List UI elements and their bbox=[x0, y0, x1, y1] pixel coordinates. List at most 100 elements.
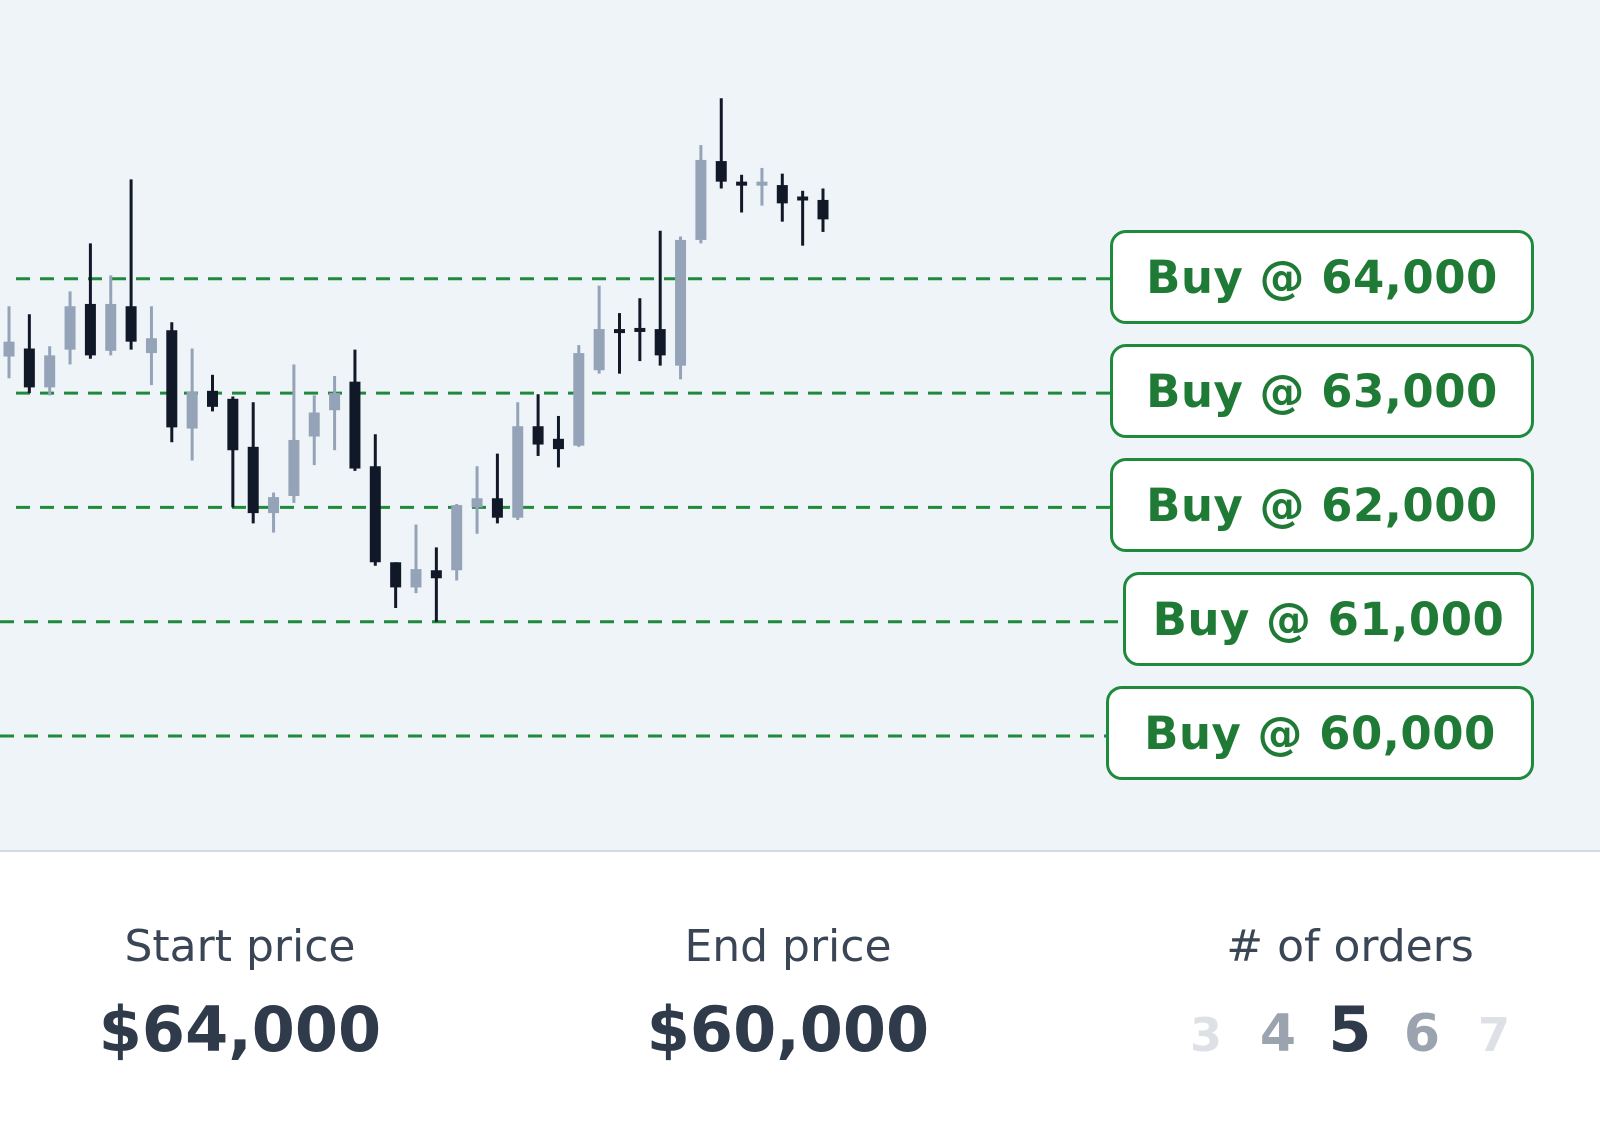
candle-29 bbox=[593, 285, 605, 374]
candle-body bbox=[145, 338, 157, 354]
candle-body bbox=[430, 570, 442, 579]
candle-body bbox=[410, 569, 422, 588]
candle-body bbox=[451, 505, 463, 571]
candle-body bbox=[64, 306, 76, 350]
candle-25 bbox=[512, 402, 524, 520]
candle-2 bbox=[44, 346, 56, 396]
candle-20 bbox=[410, 524, 422, 594]
order-label-62000[interactable]: Buy @ 62,000 bbox=[1110, 458, 1534, 552]
candle-body bbox=[247, 446, 259, 514]
candle-body bbox=[614, 329, 625, 334]
candle-body bbox=[593, 329, 605, 371]
order-option-4[interactable]: 4 bbox=[1259, 1004, 1297, 1064]
candle-39 bbox=[797, 190, 809, 246]
candle-body bbox=[207, 390, 218, 407]
candle-body bbox=[797, 196, 809, 201]
candle-23 bbox=[471, 466, 483, 534]
candle-10 bbox=[207, 374, 218, 412]
candle-body bbox=[573, 353, 585, 446]
candle-21 bbox=[430, 547, 442, 622]
candle-22 bbox=[451, 503, 463, 581]
candle-17 bbox=[349, 349, 361, 471]
candle-11 bbox=[227, 396, 239, 508]
candle-37 bbox=[756, 167, 768, 206]
end-price-block: End price $60,000 bbox=[608, 925, 968, 1061]
candle-body bbox=[329, 393, 341, 411]
candle-27 bbox=[552, 415, 564, 468]
candle-body bbox=[390, 562, 402, 588]
order-label-60000[interactable]: Buy @ 60,000 bbox=[1106, 686, 1534, 780]
start-price-label: Start price bbox=[124, 921, 356, 972]
candle-body bbox=[634, 327, 646, 332]
candle-body bbox=[491, 498, 503, 518]
candle-31 bbox=[634, 298, 646, 362]
start-price-value[interactable]: $64,000 bbox=[98, 993, 382, 1066]
candle-body bbox=[675, 239, 687, 366]
candle-14 bbox=[288, 364, 300, 503]
candle-40 bbox=[817, 188, 829, 232]
candle-15 bbox=[308, 395, 320, 466]
candle-body bbox=[308, 412, 320, 437]
order-label-63000[interactable]: Buy @ 63,000 bbox=[1110, 344, 1534, 438]
candle-38 bbox=[776, 173, 788, 222]
candle-body bbox=[268, 497, 280, 514]
candle-body bbox=[349, 381, 361, 469]
candle-12 bbox=[247, 402, 259, 524]
candle-body bbox=[654, 329, 666, 356]
candle-body bbox=[817, 199, 829, 220]
candle-body bbox=[105, 303, 117, 351]
candle-body bbox=[776, 185, 788, 204]
candle-body bbox=[186, 391, 198, 429]
order-option-5[interactable]: 5 bbox=[1328, 993, 1372, 1066]
candle-body bbox=[756, 181, 768, 186]
candle-body bbox=[288, 439, 300, 496]
candle-body bbox=[227, 398, 239, 451]
candle-32 bbox=[654, 230, 666, 366]
candle-body bbox=[44, 355, 56, 388]
candle-36 bbox=[736, 174, 748, 213]
candle-3 bbox=[64, 291, 76, 365]
candle-body bbox=[512, 426, 524, 518]
end-price-value[interactable]: $60,000 bbox=[646, 993, 930, 1066]
candle-24 bbox=[491, 453, 503, 524]
candle-body bbox=[532, 426, 544, 445]
candle-body bbox=[715, 161, 727, 182]
orders-count-label: # of orders bbox=[1226, 921, 1474, 972]
order-option-7[interactable]: 7 bbox=[1477, 1008, 1510, 1062]
end-price-label: End price bbox=[684, 921, 892, 972]
candle-1 bbox=[23, 314, 35, 394]
candle-35 bbox=[715, 98, 727, 189]
candle-4 bbox=[84, 243, 96, 359]
candle-body bbox=[125, 306, 137, 342]
candle-7 bbox=[145, 306, 157, 386]
candle-body bbox=[552, 438, 564, 450]
orders-count-picker[interactable]: 3 4 5 6 7 bbox=[1160, 999, 1540, 1061]
candle-18 bbox=[369, 434, 381, 566]
candle-body bbox=[84, 303, 96, 356]
candle-8 bbox=[166, 322, 178, 443]
candle-body bbox=[695, 159, 707, 240]
candle-34 bbox=[695, 145, 707, 244]
candle-13 bbox=[268, 492, 280, 533]
candle-0 bbox=[3, 306, 15, 379]
candle-28 bbox=[573, 345, 585, 447]
candle-body bbox=[3, 341, 15, 357]
orders-count-block: # of orders 3 4 5 6 7 bbox=[1160, 925, 1540, 1061]
order-option-3[interactable]: 3 bbox=[1189, 1008, 1222, 1062]
candle-30 bbox=[614, 313, 625, 374]
candle-9 bbox=[186, 348, 198, 461]
order-label-61000[interactable]: Buy @ 61,000 bbox=[1123, 572, 1534, 666]
candle-body bbox=[369, 466, 381, 563]
candle-body bbox=[166, 330, 178, 428]
start-price-block: Start price $64,000 bbox=[60, 925, 420, 1061]
chart-area: Buy @ 64,000 Buy @ 63,000 Buy @ 62,000 B… bbox=[0, 0, 1600, 852]
order-level-lines bbox=[0, 277, 1123, 738]
candle-body bbox=[471, 498, 483, 508]
candle-16 bbox=[329, 375, 341, 451]
order-option-6[interactable]: 6 bbox=[1403, 1004, 1441, 1064]
order-label-64000[interactable]: Buy @ 64,000 bbox=[1110, 230, 1534, 324]
candle-33 bbox=[675, 236, 687, 380]
candle-body bbox=[736, 181, 748, 186]
candle-6 bbox=[125, 179, 137, 350]
candles bbox=[3, 98, 829, 622]
